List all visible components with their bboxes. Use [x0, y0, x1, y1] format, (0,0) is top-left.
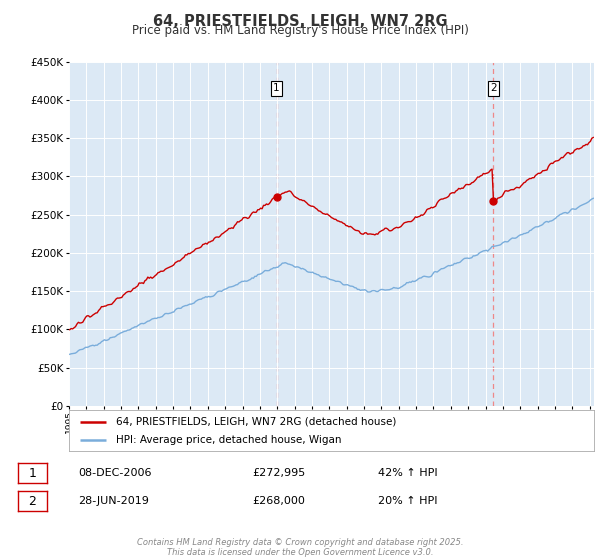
Text: 08-DEC-2006: 08-DEC-2006	[78, 468, 151, 478]
Text: 28-JUN-2019: 28-JUN-2019	[78, 496, 149, 506]
Text: £272,995: £272,995	[252, 468, 305, 478]
Text: 2: 2	[490, 83, 497, 94]
Text: 1: 1	[28, 466, 37, 480]
Text: 2: 2	[28, 494, 37, 508]
Text: HPI: Average price, detached house, Wigan: HPI: Average price, detached house, Wiga…	[116, 435, 342, 445]
Text: 42% ↑ HPI: 42% ↑ HPI	[378, 468, 437, 478]
Text: Price paid vs. HM Land Registry's House Price Index (HPI): Price paid vs. HM Land Registry's House …	[131, 24, 469, 37]
Text: 64, PRIESTFIELDS, LEIGH, WN7 2RG (detached house): 64, PRIESTFIELDS, LEIGH, WN7 2RG (detach…	[116, 417, 397, 427]
Text: 20% ↑ HPI: 20% ↑ HPI	[378, 496, 437, 506]
Text: 64, PRIESTFIELDS, LEIGH, WN7 2RG: 64, PRIESTFIELDS, LEIGH, WN7 2RG	[152, 14, 448, 29]
Text: 1: 1	[273, 83, 280, 94]
Text: £268,000: £268,000	[252, 496, 305, 506]
Text: Contains HM Land Registry data © Crown copyright and database right 2025.
This d: Contains HM Land Registry data © Crown c…	[137, 538, 463, 557]
